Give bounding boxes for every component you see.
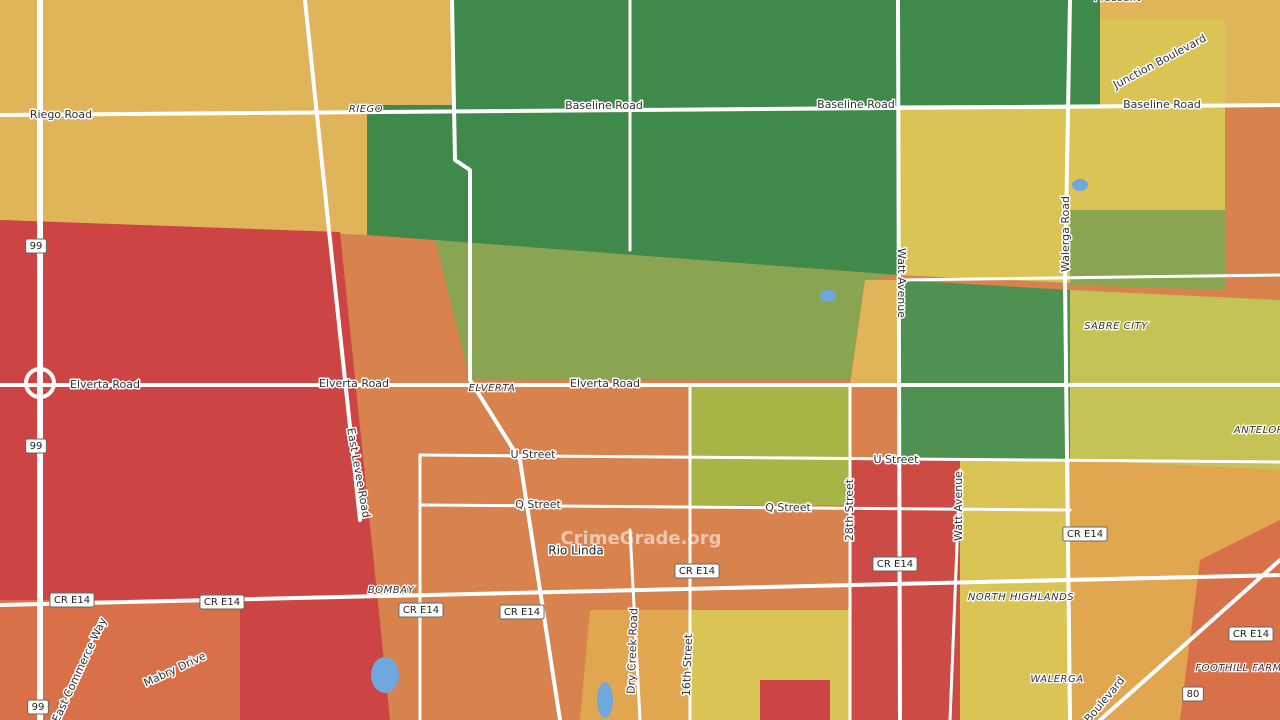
route-shield: CR E14 [499, 604, 545, 620]
place-label: ELVERTA [469, 383, 516, 394]
route-shield: CR E14 [49, 592, 95, 608]
route-shield: 99 [27, 699, 49, 715]
place-label: BOMBAY [368, 585, 415, 596]
road-label: U Street [511, 448, 557, 461]
shield-label: CR E14 [504, 607, 540, 618]
place-label: FOOTHILL FARMS [1195, 663, 1280, 674]
place-label: WALERGA [1030, 674, 1083, 685]
region [760, 680, 830, 720]
road [1098, 558, 1280, 720]
region [690, 385, 850, 505]
road-label: Walerga Road [1059, 196, 1072, 272]
region [898, 280, 1070, 460]
region [1225, 105, 1280, 300]
route-shield: CR E14 [1062, 526, 1108, 542]
road-label: Baseline Road [565, 99, 643, 112]
place-label: Pleasant [1095, 0, 1142, 4]
road-label: Elverta Road [570, 377, 640, 390]
watermark: CrimeGrade.org [560, 528, 721, 549]
road-label: 16th Street [680, 633, 695, 696]
road [450, 0, 562, 720]
route-shield: CR E14 [674, 563, 720, 579]
shield-label: CR E14 [204, 597, 240, 608]
shield-box [27, 699, 49, 715]
road-label: Dry Creek Road [625, 608, 641, 694]
shield-box [1062, 526, 1108, 542]
shield-box [49, 592, 95, 608]
road [948, 468, 962, 720]
region [850, 460, 960, 720]
region [435, 240, 898, 380]
road-label: Elverta Road [70, 378, 140, 391]
region [0, 220, 390, 720]
shield-label: CR E14 [1233, 629, 1269, 640]
shield-box [25, 238, 47, 254]
shield-box [398, 602, 444, 618]
region [367, 0, 1100, 275]
shield-label: 99 [32, 702, 45, 713]
road-label: Baseline Road [817, 98, 895, 111]
lake [597, 682, 613, 718]
road-label: U Street [874, 453, 920, 466]
lake [820, 290, 836, 302]
shield-label: CR E14 [679, 566, 715, 577]
road-label: Watt Avenue [952, 471, 965, 541]
route-shield: 99 [25, 238, 47, 254]
road [628, 528, 642, 720]
route-shield: CR E14 [872, 556, 918, 572]
road-label: Elverta Road [319, 377, 389, 390]
road [58, 618, 102, 720]
shield-label: CR E14 [54, 595, 90, 606]
route-shield: CR E14 [398, 602, 444, 618]
road [898, 273, 1280, 282]
lake [1072, 179, 1088, 191]
region [1180, 520, 1280, 720]
road-label: 28th Street [843, 478, 856, 541]
shield-box [1228, 626, 1274, 642]
shield-label: 99 [30, 441, 43, 452]
road-label: Q Street [765, 501, 811, 514]
shield-label: CR E14 [1067, 529, 1103, 540]
region [0, 0, 452, 235]
shield-label: CR E14 [403, 605, 439, 616]
shield-label: 80 [1187, 689, 1200, 700]
water [371, 179, 1088, 718]
town-label: Rio Linda [548, 544, 603, 558]
shield-box [872, 556, 918, 572]
place-label: SABRE CITY [1084, 321, 1148, 332]
region [1070, 290, 1280, 470]
road-label: Watt Avenue [895, 248, 908, 318]
region [0, 600, 240, 720]
place-label: NORTH HIGHLANDS [968, 592, 1074, 603]
shield-box [25, 438, 47, 454]
route-shield: CR E14 [199, 594, 245, 610]
route-shield: 99 [25, 438, 47, 454]
route-shield: 80 [1182, 686, 1204, 702]
region [850, 280, 900, 385]
shield-label: 99 [30, 241, 43, 252]
region [1100, 20, 1225, 105]
road-label: Baseline Road [1123, 98, 1201, 111]
place-label: RIEGO [349, 104, 383, 115]
road [303, 0, 362, 522]
region [1070, 210, 1225, 290]
road-label: Q Street [515, 498, 561, 511]
region [960, 460, 1070, 720]
shield-box [499, 604, 545, 620]
shield-box [199, 594, 245, 610]
interchange [24, 367, 56, 399]
lake [371, 657, 399, 693]
road [1063, 0, 1072, 720]
shield-label: CR E14 [877, 559, 913, 570]
road-label: Riego Road [30, 108, 92, 121]
shield-box [1182, 686, 1204, 702]
shield-box [674, 563, 720, 579]
route-shield: CR E14 [1228, 626, 1274, 642]
place-label: ANTELOPE [1233, 425, 1280, 436]
road [896, 0, 902, 720]
